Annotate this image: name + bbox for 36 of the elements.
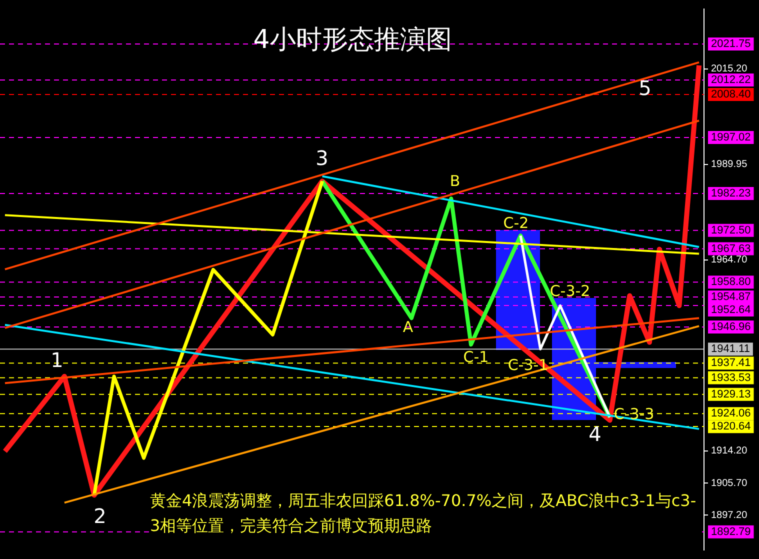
- ref-line-label: 1933.53: [711, 372, 751, 384]
- ref-line-label: 2008.40: [711, 88, 751, 101]
- annotation: 3: [316, 146, 328, 170]
- text: 4小时形态推演图: [252, 24, 453, 57]
- annotation: B: [450, 172, 460, 190]
- annotation: 4: [588, 422, 602, 446]
- y-tick-label: 1989.95: [711, 159, 748, 170]
- y-tick-label: 1905.70: [711, 478, 748, 489]
- y-tick-label: 1964.70: [711, 254, 748, 266]
- y-tick-label: 2015.20: [711, 64, 748, 75]
- ref-line-label: 1972.50: [711, 224, 751, 236]
- ref-line-label: 1920.64: [711, 420, 751, 433]
- y-tick-label: 1897.20: [711, 510, 748, 521]
- ref-line-label: 1924.06: [711, 408, 751, 420]
- annotation: A: [402, 318, 414, 336]
- ref-line-label: 1982.23: [711, 188, 751, 200]
- ref-line-label: 2021.75: [711, 38, 751, 50]
- annotation: C-3-2: [550, 282, 590, 300]
- annotation: 2: [94, 504, 106, 528]
- y-tick-label: 1914.20: [711, 446, 748, 457]
- ref-line-label: 1954.87: [711, 291, 751, 304]
- ref-line-label: 1946.96: [711, 320, 751, 333]
- ref-line-label: 1892.79: [711, 526, 751, 538]
- ref-line-label: 2012.22: [711, 74, 751, 86]
- ref-line-label: 1958.80: [711, 276, 751, 288]
- annotation: 1: [50, 348, 64, 372]
- ref-line-label: 1937.41: [711, 357, 751, 370]
- ref-line-label: 1997.02: [711, 132, 751, 144]
- annotation: C-1: [463, 348, 489, 366]
- annotation: C-2: [503, 214, 529, 232]
- ref-line-label: 1929.13: [711, 388, 751, 400]
- ref-line-label: 1952.64: [711, 304, 751, 316]
- ref-line-label: 1941.11: [711, 343, 750, 356]
- annotation: 5: [638, 76, 652, 100]
- ref-line-label: 1967.63: [711, 242, 751, 255]
- annotation: 黄金4浪震荡调整，周五非农回踩61.8%-70.7%之间，及ABC浪中c3-1与c3-3相等位置，完美符合之前博文预期思路: [150, 488, 700, 538]
